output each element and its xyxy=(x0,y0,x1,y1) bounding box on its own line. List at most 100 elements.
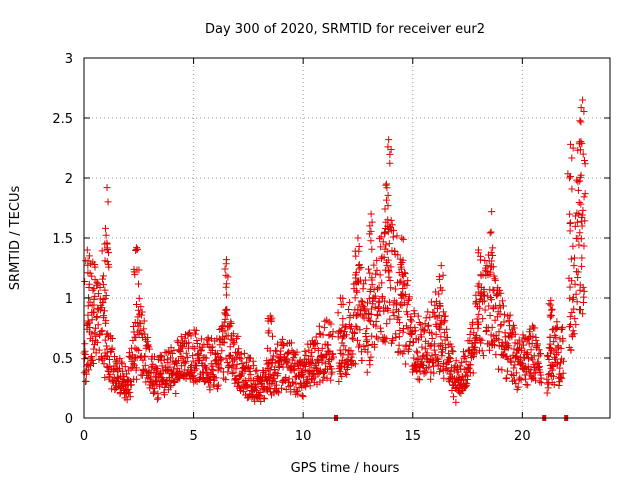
data-point xyxy=(387,263,395,271)
data-point xyxy=(133,375,141,383)
data-point xyxy=(209,343,217,351)
data-point xyxy=(430,369,438,377)
data-point xyxy=(256,391,264,399)
data-point xyxy=(559,357,567,365)
data-point xyxy=(360,342,368,350)
data-point xyxy=(385,240,393,248)
data-point xyxy=(269,355,277,363)
data-point xyxy=(140,325,148,333)
data-point xyxy=(438,352,446,360)
data-point xyxy=(402,341,410,349)
data-point xyxy=(93,338,101,346)
data-point xyxy=(522,375,530,383)
data-point xyxy=(398,294,406,302)
data-point xyxy=(232,353,240,361)
data-point xyxy=(367,210,375,218)
data-point xyxy=(315,322,323,330)
data-point xyxy=(99,281,107,289)
data-point xyxy=(422,314,430,322)
data-point xyxy=(569,144,577,152)
data-point xyxy=(144,333,152,341)
data-point xyxy=(351,247,359,255)
data-point xyxy=(579,150,587,158)
data-point xyxy=(190,378,198,386)
data-point xyxy=(570,330,578,338)
data-point xyxy=(268,379,276,387)
data-point xyxy=(274,370,282,378)
data-point xyxy=(94,304,102,312)
data-point xyxy=(468,339,476,347)
data-point xyxy=(160,356,168,364)
data-point xyxy=(408,317,416,325)
data-point xyxy=(578,213,586,221)
data-point xyxy=(389,337,397,345)
data-point xyxy=(236,354,244,362)
data-point xyxy=(366,361,374,369)
data-point xyxy=(88,316,96,324)
data-point xyxy=(266,312,274,320)
data-point xyxy=(466,369,474,377)
data-point xyxy=(424,308,432,316)
data-point xyxy=(340,342,348,350)
data-point xyxy=(372,333,380,341)
data-point xyxy=(240,349,248,357)
data-point xyxy=(282,374,290,382)
data-point xyxy=(404,277,412,285)
data-point xyxy=(361,276,369,284)
data-point xyxy=(512,369,520,377)
data-point xyxy=(334,309,342,317)
data-point xyxy=(219,322,227,330)
data-point xyxy=(510,364,518,372)
data-point xyxy=(381,338,389,346)
data-point xyxy=(260,395,268,403)
data-point xyxy=(413,347,421,355)
data-point xyxy=(323,341,331,349)
data-point xyxy=(426,342,434,350)
data-point xyxy=(546,333,554,341)
data-point xyxy=(335,378,343,386)
data-point xyxy=(235,379,243,387)
data-point xyxy=(399,272,407,280)
data-point xyxy=(370,261,378,269)
data-point xyxy=(168,350,176,358)
data-point xyxy=(357,264,365,272)
data-point xyxy=(139,356,147,364)
data-point xyxy=(172,358,180,366)
y-tick-label: 3 xyxy=(65,52,73,67)
data-point xyxy=(221,327,229,335)
data-point xyxy=(575,241,583,249)
data-point xyxy=(573,298,581,306)
data-point xyxy=(230,340,238,348)
data-point xyxy=(316,329,324,337)
data-point xyxy=(81,277,89,285)
data-point xyxy=(510,324,518,332)
data-point xyxy=(306,360,314,368)
data-point xyxy=(91,263,99,271)
data-point xyxy=(138,308,146,316)
data-point xyxy=(535,346,543,354)
data-point xyxy=(140,353,148,361)
data-point xyxy=(580,293,588,301)
data-point xyxy=(186,329,194,337)
data-point xyxy=(567,255,575,263)
data-point xyxy=(81,350,89,358)
data-point xyxy=(142,378,150,386)
data-point xyxy=(371,292,379,300)
data-point xyxy=(489,252,497,260)
data-point xyxy=(497,322,505,330)
data-point xyxy=(448,347,456,355)
data-point xyxy=(137,303,145,311)
data-point xyxy=(394,251,402,259)
data-point xyxy=(89,360,97,368)
data-point xyxy=(195,352,203,360)
data-point xyxy=(365,316,373,324)
data-point xyxy=(581,190,589,198)
data-point xyxy=(251,397,259,405)
data-point xyxy=(164,359,172,367)
data-point xyxy=(498,297,506,305)
data-point xyxy=(98,247,106,255)
data-point xyxy=(132,247,140,255)
data-point xyxy=(467,361,475,369)
data-point xyxy=(518,338,526,346)
data-point xyxy=(450,393,458,401)
